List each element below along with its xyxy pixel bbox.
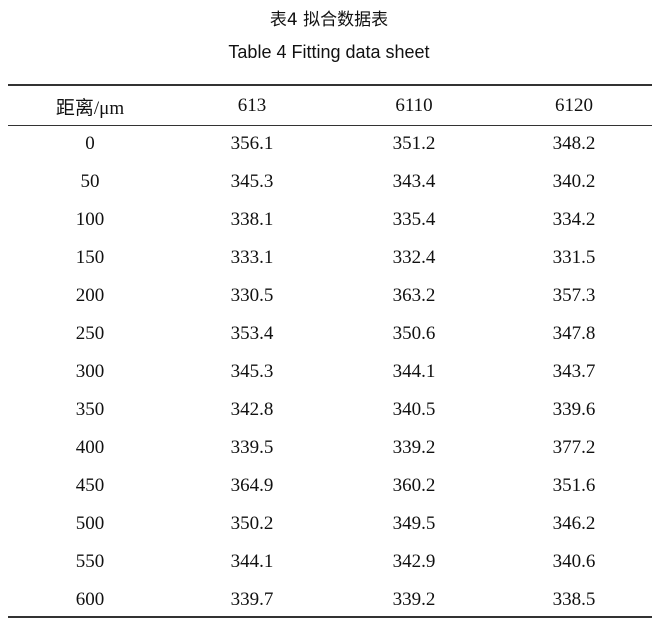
- table-cell: 339.2: [392, 589, 436, 610]
- table-cell: 450: [75, 475, 105, 496]
- table-cell: 339.2: [392, 437, 436, 458]
- table-cell: 500: [75, 513, 105, 534]
- table-cell: 377.2: [552, 437, 596, 458]
- table-row: 450 364.9 360.2 351.6: [8, 467, 652, 505]
- column-header: 6120: [555, 95, 593, 116]
- table-cell: 351.6: [552, 475, 596, 496]
- table-row: 200 330.5 363.2 357.3: [8, 277, 652, 315]
- table-row: 100 338.1 335.4 334.2: [8, 201, 652, 239]
- table-cell: 339.5: [230, 437, 274, 458]
- table-cell: 350: [75, 399, 105, 420]
- table-cell: 363.2: [392, 285, 436, 306]
- table-cell: 600: [75, 589, 105, 610]
- table-cell: 349.5: [392, 513, 436, 534]
- table-cell: 335.4: [392, 209, 436, 230]
- table-row: 150 333.1 332.4 331.5: [8, 239, 652, 277]
- table-cell: 338.1: [230, 209, 274, 230]
- top-rule: [8, 84, 652, 86]
- table-cell: 350.2: [230, 513, 274, 534]
- column-header: 613: [237, 95, 267, 116]
- table-cell: 364.9: [230, 475, 274, 496]
- table-cell: 330.5: [230, 285, 274, 306]
- table-caption-chinese: 表4 拟合数据表: [269, 10, 389, 30]
- table-cell: 50: [80, 171, 100, 192]
- table-row: 550 344.1 342.9 340.6: [8, 543, 652, 581]
- table-cell: 0: [85, 133, 95, 154]
- fitting-data-table: 距离/μm 613 6110 6120 0 356.1 351.2 348.2 50 34…: [8, 87, 652, 619]
- table-cell: 331.5: [552, 247, 596, 268]
- table-cell: 400: [75, 437, 105, 458]
- table-cell: 360.2: [392, 475, 436, 496]
- table-cell: 200: [75, 285, 105, 306]
- table-cell: 339.7: [230, 589, 274, 610]
- table-row: 0 356.1 351.2 348.2: [8, 125, 652, 163]
- table-cell: 300: [75, 361, 105, 382]
- table-row: 300 345.3 344.1 343.7: [8, 353, 652, 391]
- table-cell: 550: [75, 551, 105, 572]
- table-cell: 150: [75, 247, 105, 268]
- table-row: 250 353.4 350.6 347.8: [8, 315, 652, 353]
- table-cell: 357.3: [552, 285, 596, 306]
- table-cell: 342.9: [392, 551, 436, 572]
- table-cell: 350.6: [392, 323, 436, 344]
- header-rule: [8, 125, 652, 126]
- column-header: 距离/μm: [55, 97, 125, 119]
- table-cell: 351.2: [392, 133, 436, 154]
- bottom-rule: [8, 616, 652, 618]
- table-cell: 342.8: [230, 399, 274, 420]
- table-row: 350 342.8 340.5 339.6: [8, 391, 652, 429]
- table-cell: 347.8: [552, 323, 596, 344]
- header-row: 距离/μm 613 6110 6120: [8, 87, 652, 125]
- table-cell: 333.1: [230, 247, 274, 268]
- table-cell: 340.6: [552, 551, 596, 572]
- table-cell: 346.2: [552, 513, 596, 534]
- table-caption-english: Table 4 Fitting data sheet: [228, 42, 430, 62]
- table-cell: 345.3: [230, 171, 274, 192]
- table-row: 400 339.5 339.2 377.2: [8, 429, 652, 467]
- table-cell: 344.1: [392, 361, 436, 382]
- table-cell: 356.1: [230, 133, 274, 154]
- table-cell: 343.4: [392, 171, 436, 192]
- table-cell: 340.2: [552, 171, 596, 192]
- table-cell: 334.2: [552, 209, 596, 230]
- table-cell: 345.3: [230, 361, 274, 382]
- table-cell: 340.5: [392, 399, 436, 420]
- table-cell: 100: [75, 209, 105, 230]
- table-cell: 339.6: [552, 399, 596, 420]
- table-cell: 338.5: [552, 589, 596, 610]
- table-cell: 344.1: [230, 551, 274, 572]
- table-cell: 250: [75, 323, 105, 344]
- table-cell: 348.2: [552, 133, 596, 154]
- table-cell: 343.7: [552, 361, 596, 382]
- column-header: 6110: [395, 95, 433, 116]
- table-row: 50 345.3 343.4 340.2: [8, 163, 652, 201]
- table-row: 500 350.2 349.5 346.2: [8, 505, 652, 543]
- table-row: 600 339.7 339.2 338.5: [8, 581, 652, 619]
- table-cell: 332.4: [392, 247, 436, 268]
- table-cell: 353.4: [230, 323, 274, 344]
